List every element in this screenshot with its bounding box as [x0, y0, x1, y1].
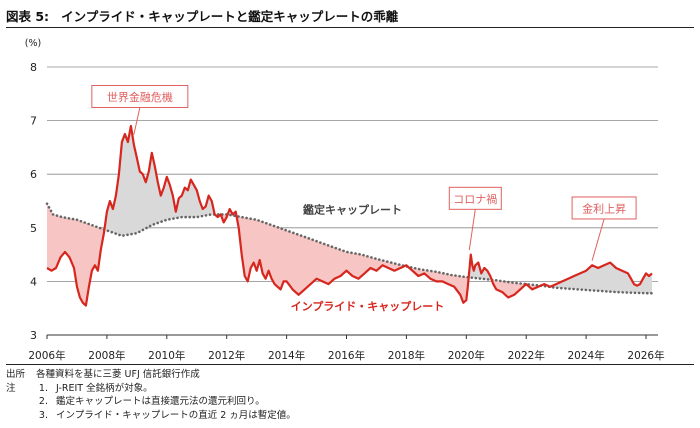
figure-number: 図表 5:	[6, 9, 50, 24]
callout-box	[448, 186, 502, 210]
x-tick-label: 2008年	[88, 349, 125, 362]
note-text: 鑑定キャップレートは直接還元法の還元利回り。	[56, 396, 265, 407]
note-item: 3. インプライド・キャップレートの直近 2 ヵ月は暫定値。	[6, 409, 296, 423]
note-number: 1.	[38, 382, 48, 394]
y-tick-label: 7	[30, 115, 37, 128]
source-text: 各種資料を基に三菱 UFJ 信託銀行作成	[36, 369, 200, 380]
x-tick-label: 2018年	[388, 349, 425, 362]
fill-implied-below-appraisal	[47, 203, 652, 306]
x-tick-label: 2006年	[28, 349, 65, 362]
x-tick-label: 2010年	[148, 349, 185, 362]
x-tick-label: 2020年	[448, 349, 485, 362]
x-tick-label: 2026年	[627, 349, 664, 362]
title-rule	[6, 27, 694, 28]
source-line: 出所 各種資料を基に三菱 UFJ 信託銀行作成	[6, 368, 296, 382]
callout-leader-line	[133, 107, 141, 135]
figure-title-text: インプライド・キャップレートと鑑定キャップレートの乖離	[61, 9, 399, 24]
x-tick-label: 2022年	[508, 349, 545, 362]
y-tick-label: 8	[30, 61, 37, 74]
callout-label: 世界金融危機	[107, 90, 173, 104]
note-item: 2. 鑑定キャップレートは直接還元法の還元利回り。	[6, 395, 296, 409]
y-tick-label: 6	[30, 168, 37, 181]
note-text: J-REIT 全銘柄が対象。	[56, 382, 153, 394]
note-item: 注 1. J-REIT 全銘柄が対象。	[6, 382, 296, 396]
cap-rate-line-chart: 3 4 5 6 7 8 (%) 2006年 2008年 2010年 2012年 2014年 2016年 2…	[25, 38, 665, 362]
fill-implied-above-appraisal	[47, 126, 652, 294]
note-number: 2.	[38, 396, 48, 407]
x-tick-label: 2014年	[268, 349, 305, 362]
notes-rule	[6, 364, 694, 365]
appraisal-cap-rate-line	[45, 202, 654, 295]
note-number: 3.	[38, 409, 48, 421]
callout-leader-line	[468, 209, 476, 250]
implied-cap-rate-line	[46, 124, 653, 307]
callout-label: 金利上昇	[582, 201, 626, 215]
y-axis-unit: (%)	[25, 38, 41, 49]
callout-box	[571, 196, 637, 220]
callout-leader-line	[591, 218, 605, 261]
callout-box	[91, 84, 189, 108]
y-tick-label: 3	[30, 329, 37, 342]
implied-series-label: インプライド・キャップレート	[291, 299, 445, 313]
notes-section: 出所 各種資料を基に三菱 UFJ 信託銀行作成 注 1. J-REIT 全銘柄が…	[6, 368, 296, 422]
x-tick-label: 2016年	[328, 349, 365, 362]
x-tick-label: 2012年	[208, 349, 245, 362]
note-key: 注	[6, 382, 16, 394]
figure-title: 図表 5: インプライド・キャップレートと鑑定キャップレートの乖離	[6, 6, 398, 25]
y-tick-label: 5	[30, 222, 37, 235]
appraisal-series-label: 鑑定キャップレート	[303, 202, 402, 216]
y-tick-label: 4	[30, 275, 37, 288]
source-key: 出所	[6, 369, 26, 380]
note-text: インプライド・キャップレートの直近 2 ヵ月は暫定値。	[56, 409, 296, 421]
callout-label: コロナ禍	[453, 192, 497, 206]
x-tick-label: 2024年	[568, 349, 605, 362]
